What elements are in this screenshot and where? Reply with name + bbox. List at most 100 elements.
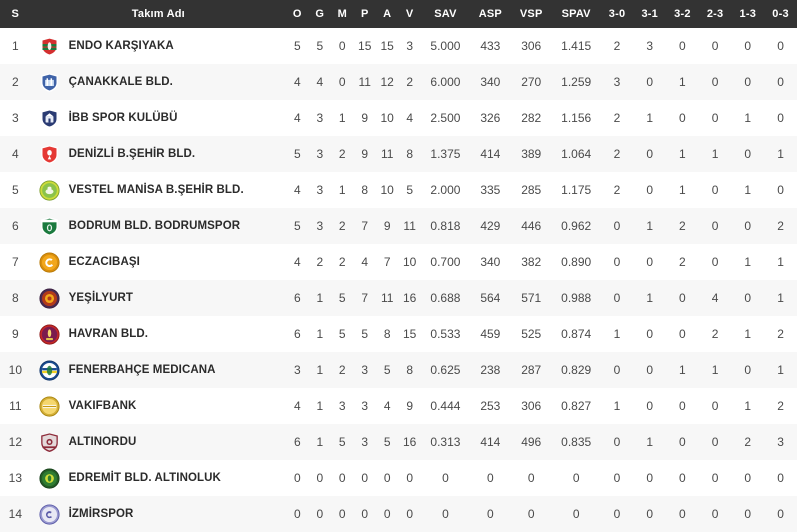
team-cell[interactable]: ENDO KARŞIYAKA [31,28,286,64]
header-vsp[interactable]: VSP [519,8,543,20]
losses-cell: 0 [338,507,346,521]
set-score-1-3-cell: 0 [744,291,752,305]
header-sav[interactable]: SAV [434,8,457,20]
team-cell[interactable]: EDREMİT BLD. ALTINOLUK [31,460,286,496]
set-score-1-3-cell: 0 [744,147,752,161]
header-spav[interactable]: SPAV [561,8,591,20]
team-cell[interactable]: İZMİRSPOR [31,496,286,532]
set-score-3-1-cell: 1 [646,435,654,449]
points-for-cell: 238 [480,363,501,377]
set-score-2-3-cell: 0 [711,183,719,197]
table-row[interactable]: 1 ENDO KARŞIYAKA 5 5 0 15 15 3 5.000 433 306 1.415 2… [0,28,797,64]
sets-lost-cell: 8 [406,147,413,161]
set-average-cell: 0 [442,507,449,521]
sets-won-cell: 12 [380,75,394,89]
table-row[interactable]: 13 EDREMİT BLD. ALTINOLUK 0 0 0 0 0 0 0 0 0 0 0 0 0 0 0 0 [0,460,797,496]
set-score-2-3-cell: 0 [711,39,719,53]
izmirspor-crest [39,503,60,525]
team-cell[interactable]: DENİZLİ B.ŞEHİR BLD. [31,136,286,172]
table-row[interactable]: 9 HAVRAN BLD. 6 1 5 5 8 15 0.533 459 525 0.874 1 0 0 2 1… [0,316,797,352]
header-p[interactable]: P [360,8,369,20]
header-o[interactable]: O [292,8,302,20]
table-row[interactable]: 4 DENİZLİ B.ŞEHİR BLD. 5 3 2 9 11 8 1.375 414 389 1… [0,136,797,172]
rank-cell: 11 [9,399,22,413]
set-score-2-3-cell: 2 [711,327,719,341]
header-asp[interactable]: ASP [478,8,502,20]
table-row[interactable]: 14 İZMİRSPOR 0 0 0 0 0 0 0 0 0 0 0 0 0 0 0 0 [0,496,797,532]
rank-cell: 7 [11,255,19,269]
set-score-3-0-cell: 1 [613,327,621,341]
table-row[interactable]: 7 ECZACIBAŞI 4 2 2 4 7 10 0.700 340 382 0.890 0 0 2 0 1 1 [0,244,797,280]
wins-cell: 1 [316,363,324,377]
table-row[interactable]: 8 YEŞİLYURT 6 1 5 7 11 16 0.688 564 571 0.988 0 1 0 4 0 1 [0,280,797,316]
team-cell[interactable]: HAVRAN BLD. [31,316,286,352]
sets-lost-cell: 0 [406,507,413,521]
sets-lost-cell: 0 [406,471,413,485]
header-set-1-3[interactable]: 1-3 [739,8,757,20]
set-score-3-1-cell: 0 [646,471,654,485]
team-cell[interactable]: VAKIFBANK [31,388,286,424]
team-cell[interactable]: YEŞİLYURT [31,280,286,316]
header-g[interactable]: G [315,8,325,20]
team-cell[interactable]: VESTEL MANİSA B.ŞEHİR BLD. [31,172,286,208]
matches-played-cell: 4 [293,75,301,89]
set-score-3-2-cell: 0 [679,111,686,125]
set-score-3-0-cell: 2 [613,147,621,161]
points-against-cell: 0 [527,507,535,521]
wins-cell: 5 [316,39,324,53]
header-m[interactable]: M [337,8,347,20]
sets-won-cell: 5 [383,363,391,377]
header-set-3-2[interactable]: 3-2 [674,8,691,20]
team-cell[interactable]: ALTINORDU [31,424,286,460]
set-score-3-0-cell: 0 [613,255,621,269]
header-set-2-3[interactable]: 2-3 [706,8,724,20]
points-cell: 4 [361,255,369,269]
table-header: S Takım Adı O G M P A V SAV ASP VSP SPAV… [0,0,797,28]
points-against-cell: 446 [521,219,542,233]
set-score-3-1-cell: 1 [646,111,654,125]
table-row[interactable]: 3 İBB SPOR KULÜBÜ 4 3 1 9 10 4 2.500 326 282 1.156 2… [0,100,797,136]
table-row[interactable]: 11 VAKIFBANK 4 1 3 3 4 9 0.444 253 306 0.827 1 0 0 0 1 2 [0,388,797,424]
losses-cell: 2 [338,363,346,377]
points-for-cell: 414 [480,147,501,161]
points-cell: 15 [358,39,372,53]
losses-cell: 0 [338,75,346,89]
points-against-cell: 285 [521,183,542,197]
table-row[interactable]: 6 BODRUM BLD. BODRUMSPOR 5 3 2 7 9 11 0.818 429 44… [0,208,797,244]
header-rank[interactable]: S [11,8,20,20]
team-cell[interactable]: ECZACIBAŞI [31,244,286,280]
table-row[interactable]: 10 FENERBAHÇE MEDICANA 3 1 2 3 5 8 0.625 238 287 0.… [0,352,797,388]
team-name: DENİZLİ B.ŞEHİR BLD. [68,148,196,160]
sets-won-cell: 11 [380,147,394,161]
table-row[interactable]: 5 VESTEL MANİSA B.ŞEHİR BLD. 4 3 1 8 10 5 2.000 3… [0,172,797,208]
matches-played-cell: 4 [293,183,301,197]
team-name: FENERBAHÇE MEDICANA [68,364,216,376]
header-set-0-3[interactable]: 0-3 [772,8,789,20]
point-average-cell: 0 [572,507,580,521]
havran-bld-crest [39,323,60,345]
header-set-3-1[interactable]: 3-1 [641,8,658,20]
team-cell[interactable]: ÇANAKKALE BLD. [31,64,286,100]
table-row[interactable]: 2 ÇANAKKALE BLD. 4 4 0 11 12 2 6.000 340 270 1.259 3… [0,64,797,100]
set-score-0-3-cell: 3 [777,435,784,449]
team-cell[interactable]: FENERBAHÇE MEDICANA [31,352,286,388]
wins-cell: 3 [316,147,324,161]
points-cell: 0 [361,507,369,521]
endo-karsiyaka-crest [39,36,60,57]
header-a[interactable]: A [383,8,392,20]
edremit-bld-altinoluk-crest [39,467,60,489]
header-v[interactable]: V [405,8,414,20]
header-set-3-0[interactable]: 3-0 [608,8,626,20]
points-cell: 9 [361,147,369,161]
team-name: YEŞİLYURT [68,292,134,304]
team-cell[interactable]: İBB SPOR KULÜBÜ [31,100,286,136]
set-score-3-0-cell: 0 [613,471,621,485]
set-score-3-0-cell: 2 [613,111,621,125]
wins-cell: 3 [316,183,324,197]
header-team[interactable]: Takım Adı [131,8,185,20]
table-row[interactable]: 12 ALTINORDU 6 1 5 3 5 16 0.313 414 496 0.835 0 1 0 0 2 3 [0,424,797,460]
team-cell[interactable]: BODRUM BLD. BODRUMSPOR [31,208,286,244]
rank-cell: 3 [11,111,19,125]
set-score-1-3-cell: 0 [744,219,752,233]
points-for-cell: 253 [480,399,501,413]
